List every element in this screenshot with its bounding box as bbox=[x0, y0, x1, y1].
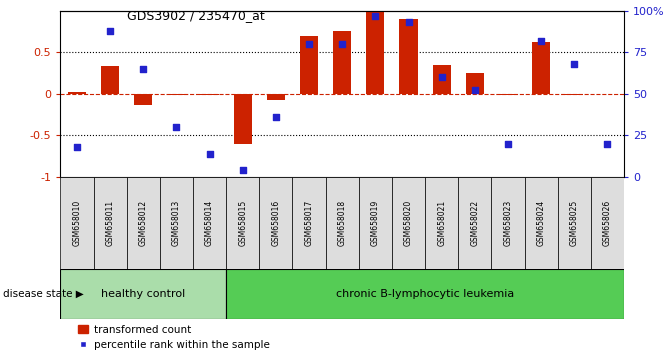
Text: GSM658019: GSM658019 bbox=[371, 200, 380, 246]
Point bbox=[138, 66, 149, 72]
Bar bbox=[558, 177, 591, 269]
Bar bbox=[392, 177, 425, 269]
Bar bbox=[234, 94, 252, 144]
Legend: transformed count, percentile rank within the sample: transformed count, percentile rank withi… bbox=[74, 320, 274, 354]
Bar bbox=[333, 30, 352, 94]
Point bbox=[470, 88, 480, 93]
Text: GSM658010: GSM658010 bbox=[72, 200, 81, 246]
Bar bbox=[591, 177, 624, 269]
Bar bbox=[68, 92, 86, 94]
Bar bbox=[60, 177, 93, 269]
Point bbox=[337, 41, 348, 47]
Bar bbox=[134, 94, 152, 105]
Text: GSM658024: GSM658024 bbox=[537, 200, 546, 246]
Bar bbox=[101, 66, 119, 94]
Bar bbox=[359, 177, 392, 269]
Bar bbox=[325, 177, 359, 269]
Text: healthy control: healthy control bbox=[101, 289, 185, 299]
Text: GSM658013: GSM658013 bbox=[172, 200, 181, 246]
Bar bbox=[167, 94, 186, 96]
Bar bbox=[267, 94, 285, 101]
Point bbox=[403, 19, 414, 25]
Bar bbox=[193, 177, 226, 269]
Text: GSM658016: GSM658016 bbox=[271, 200, 280, 246]
Text: GSM658012: GSM658012 bbox=[139, 200, 148, 246]
Bar bbox=[293, 177, 325, 269]
Bar bbox=[366, 12, 384, 94]
Bar bbox=[226, 269, 624, 319]
Text: GSM658011: GSM658011 bbox=[105, 200, 115, 246]
Point bbox=[204, 151, 215, 156]
Bar bbox=[458, 177, 491, 269]
Text: GSM658022: GSM658022 bbox=[470, 200, 479, 246]
Text: GSM658017: GSM658017 bbox=[305, 200, 313, 246]
Bar bbox=[399, 19, 417, 94]
Point bbox=[171, 124, 182, 130]
Bar bbox=[60, 269, 226, 319]
Text: chronic B-lymphocytic leukemia: chronic B-lymphocytic leukemia bbox=[336, 289, 514, 299]
Bar bbox=[565, 94, 583, 96]
Bar bbox=[160, 177, 193, 269]
Point bbox=[370, 13, 380, 18]
Text: GSM658025: GSM658025 bbox=[570, 200, 579, 246]
Point bbox=[270, 114, 281, 120]
Bar bbox=[525, 177, 558, 269]
Bar bbox=[259, 177, 293, 269]
Bar bbox=[201, 94, 219, 96]
Text: disease state ▶: disease state ▶ bbox=[3, 289, 84, 299]
Bar bbox=[532, 42, 550, 94]
Bar bbox=[433, 65, 451, 94]
Text: GSM658023: GSM658023 bbox=[503, 200, 513, 246]
Point bbox=[436, 74, 447, 80]
Text: GSM658018: GSM658018 bbox=[338, 200, 347, 246]
Bar bbox=[93, 177, 127, 269]
Point bbox=[535, 38, 546, 44]
Text: GSM658020: GSM658020 bbox=[404, 200, 413, 246]
Bar bbox=[226, 177, 259, 269]
Bar bbox=[491, 177, 525, 269]
Text: GDS3902 / 235470_at: GDS3902 / 235470_at bbox=[127, 9, 265, 22]
Text: GSM658015: GSM658015 bbox=[238, 200, 247, 246]
Bar bbox=[425, 177, 458, 269]
Bar bbox=[466, 73, 484, 94]
Bar bbox=[127, 177, 160, 269]
Text: GSM658014: GSM658014 bbox=[205, 200, 214, 246]
Point bbox=[72, 144, 83, 150]
Text: GSM658021: GSM658021 bbox=[437, 200, 446, 246]
Text: GSM658026: GSM658026 bbox=[603, 200, 612, 246]
Point bbox=[602, 141, 613, 147]
Bar bbox=[300, 36, 318, 94]
Point bbox=[304, 41, 315, 47]
Bar bbox=[499, 94, 517, 95]
Point bbox=[238, 167, 248, 173]
Point bbox=[503, 141, 513, 147]
Point bbox=[105, 28, 115, 33]
Point bbox=[569, 61, 580, 67]
